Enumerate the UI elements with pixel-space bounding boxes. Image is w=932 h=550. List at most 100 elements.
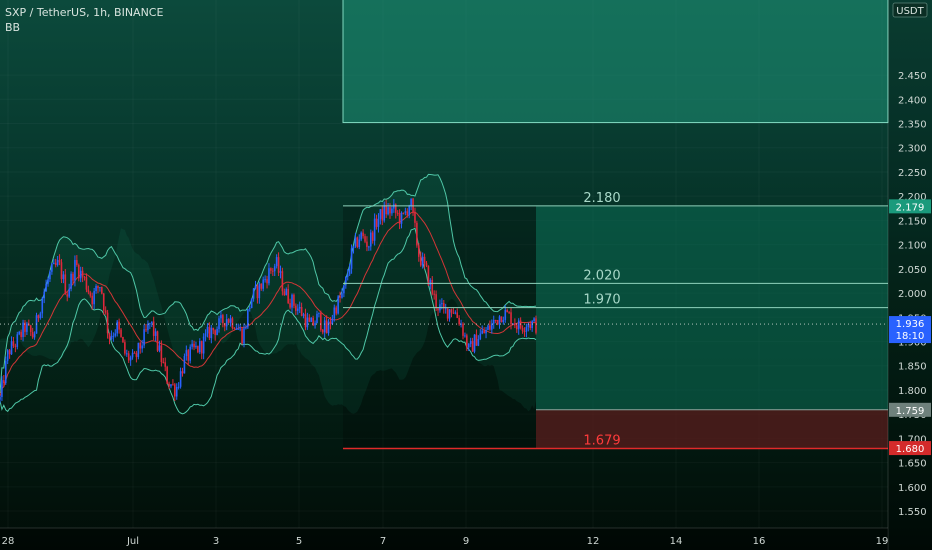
candle	[3, 380, 5, 383]
time-label: 16	[753, 536, 766, 547]
candle	[435, 294, 437, 309]
loss-zone	[536, 409, 888, 449]
candle	[385, 205, 387, 215]
candle	[127, 353, 130, 361]
price-tick: 2.400	[898, 95, 927, 106]
bollinger-bands	[0, 173, 537, 415]
candle	[414, 212, 416, 223]
candle	[87, 289, 90, 293]
candle	[225, 319, 228, 327]
candle	[185, 350, 188, 356]
candle	[206, 326, 209, 334]
candle	[91, 295, 94, 305]
level-label: 2.180	[583, 191, 620, 206]
time-label: 12	[587, 536, 600, 547]
candle	[56, 259, 59, 265]
candle	[204, 333, 207, 337]
candle	[149, 323, 151, 325]
candle	[418, 245, 420, 257]
candle	[120, 329, 122, 337]
candle	[327, 321, 330, 334]
candle	[31, 331, 34, 338]
candle	[318, 312, 320, 314]
candle	[525, 327, 528, 332]
time-axis[interactable]: 28 Jul 3 5 7 9 12 14 16 19	[0, 527, 888, 550]
price-tick: 2.250	[898, 168, 927, 179]
indicator-label[interactable]: BB	[5, 21, 21, 34]
candle	[464, 335, 466, 337]
candle	[377, 218, 380, 227]
candle	[368, 246, 370, 248]
price-axis-bg	[888, 0, 932, 550]
candle	[243, 328, 245, 344]
candle	[491, 323, 493, 330]
candle	[177, 386, 180, 388]
candle	[187, 350, 190, 361]
candle	[381, 209, 384, 221]
upper-zone	[342, 0, 889, 124]
price-axis[interactable]: 2.450 2.400 2.350 2.300 2.250 2.200 2.150 2.100…	[887, 0, 932, 550]
candle	[471, 340, 474, 352]
symbol-title[interactable]: SXP / TetherUS, 1h, BINANCE	[5, 6, 164, 19]
candle	[456, 312, 459, 318]
candle	[33, 333, 36, 338]
candle	[314, 323, 316, 326]
candle	[229, 318, 232, 323]
candle	[104, 310, 107, 313]
candle	[362, 232, 364, 237]
position-shade	[343, 206, 536, 449]
candle	[360, 232, 362, 240]
candle	[95, 285, 97, 292]
candle	[277, 257, 280, 273]
candle	[485, 329, 487, 334]
candle	[77, 265, 80, 279]
candle	[264, 279, 266, 281]
candle	[129, 357, 132, 361]
candle	[298, 306, 301, 309]
candle	[231, 318, 234, 329]
candle	[124, 342, 126, 354]
price-tick: 1.800	[898, 386, 927, 397]
candle	[150, 321, 153, 324]
candle	[0, 397, 1, 400]
candle	[369, 232, 372, 247]
horizontal-levels[interactable]: 2.180 2.020 1.970 1.679	[0, 191, 888, 450]
candle	[441, 303, 443, 305]
candle	[323, 320, 326, 333]
candle	[337, 296, 339, 314]
candle	[383, 205, 386, 221]
candle	[462, 323, 464, 336]
candle	[156, 331, 159, 351]
candle	[147, 323, 149, 331]
candle	[76, 260, 78, 266]
candle	[521, 327, 524, 332]
candle	[533, 318, 535, 322]
candle	[158, 345, 161, 351]
candle	[175, 386, 178, 397]
candle	[498, 316, 501, 325]
current-price-tag: 1.936	[896, 319, 925, 330]
candle	[197, 345, 199, 353]
candle	[293, 294, 295, 306]
time-label: 3	[213, 536, 219, 547]
time-label: 14	[670, 536, 683, 547]
candle	[479, 333, 482, 340]
candle	[283, 291, 286, 296]
candle	[437, 308, 439, 311]
candle	[304, 314, 307, 328]
candle	[14, 345, 17, 347]
candle	[494, 319, 497, 321]
candle	[122, 336, 124, 343]
candle	[60, 262, 63, 280]
candle	[174, 384, 176, 397]
candle	[389, 207, 391, 214]
candle	[387, 207, 389, 215]
price-tick: 1.600	[898, 483, 927, 494]
candle	[26, 323, 28, 332]
candle	[510, 312, 512, 325]
candle	[514, 323, 516, 326]
price-tick: 2.200	[898, 192, 927, 203]
candle	[47, 279, 49, 284]
